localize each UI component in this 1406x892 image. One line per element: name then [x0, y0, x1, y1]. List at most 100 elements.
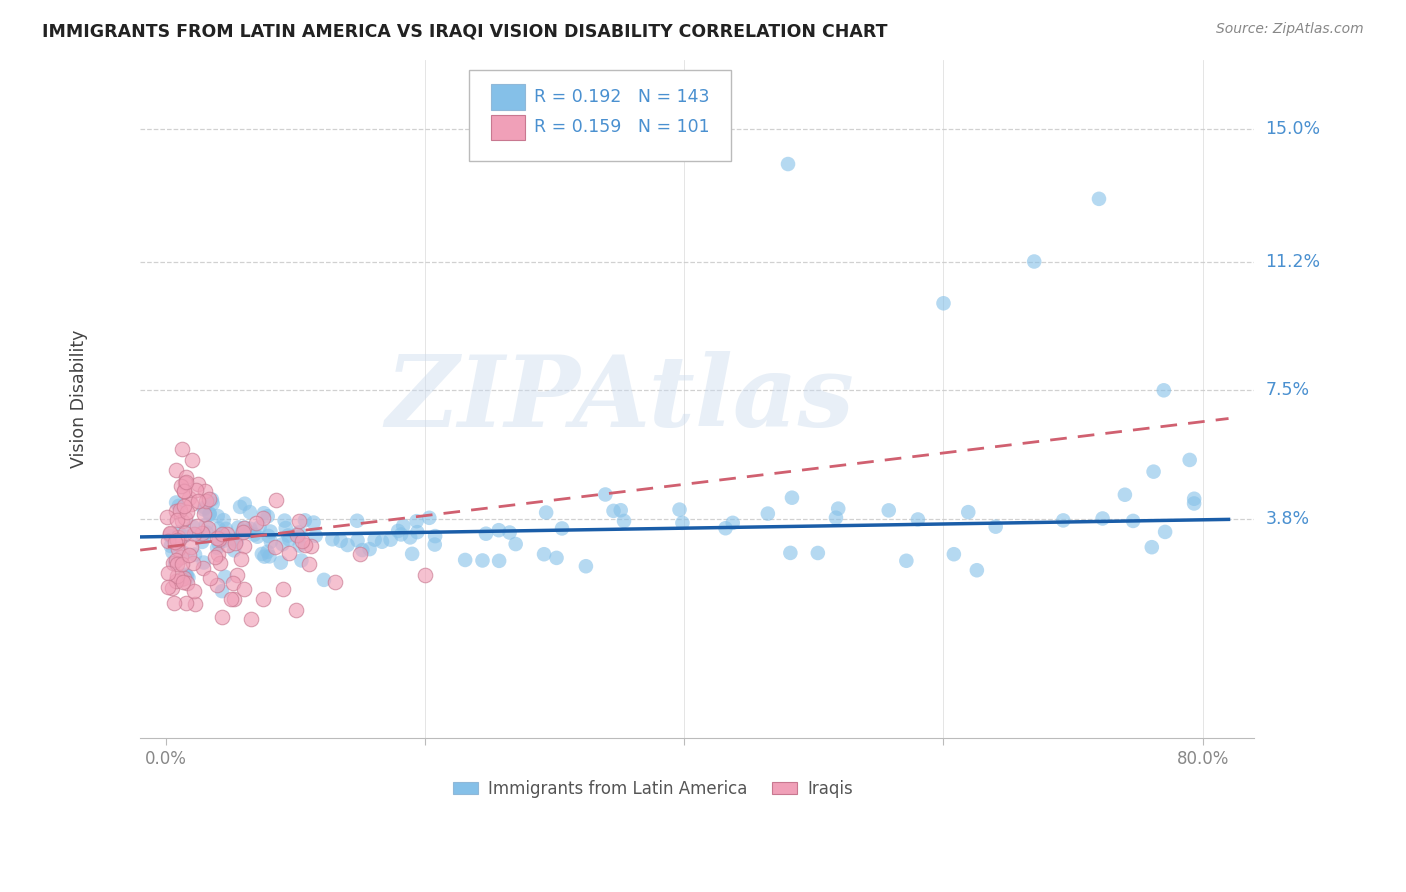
Point [176, 597, 198, 611]
Point [413, 567, 436, 582]
Point [165, 556, 187, 570]
Point [232, 582, 254, 596]
Point [233, 497, 256, 511]
Point [214, 533, 236, 548]
Text: R = 0.159   N = 101: R = 0.159 N = 101 [533, 119, 709, 136]
Point [172, 514, 194, 528]
Point [312, 573, 335, 587]
Point [1052, 513, 1074, 527]
Point [181, 453, 204, 467]
Point [184, 527, 207, 541]
Text: 7.5%: 7.5% [1265, 381, 1310, 400]
Point [245, 516, 267, 530]
Point [222, 543, 245, 558]
Point [159, 526, 181, 541]
Point [166, 533, 188, 547]
Point [174, 567, 197, 582]
Point [165, 552, 187, 566]
Point [827, 501, 849, 516]
Point [194, 517, 217, 532]
Text: Vision Disability: Vision Disability [70, 330, 89, 468]
Point [170, 549, 193, 564]
Point [405, 514, 427, 528]
Point [170, 557, 193, 571]
Point [224, 591, 246, 606]
Point [186, 518, 208, 533]
Legend: Immigrants from Latin America, Iraqis: Immigrants from Latin America, Iraqis [446, 773, 859, 805]
Point [191, 535, 214, 549]
Point [454, 553, 477, 567]
Point [551, 521, 574, 535]
Point [173, 484, 195, 499]
Point [195, 525, 218, 540]
Point [260, 534, 283, 549]
Point [346, 533, 368, 548]
Point [239, 522, 262, 536]
Point [250, 547, 273, 561]
Point [226, 520, 249, 534]
Point [1182, 491, 1205, 506]
Point [177, 571, 200, 585]
Point [156, 534, 179, 549]
Point [1182, 496, 1205, 510]
Point [352, 543, 374, 558]
Point [179, 491, 201, 506]
Point [226, 567, 249, 582]
Point [277, 546, 299, 560]
Point [877, 503, 900, 517]
Point [475, 526, 498, 541]
Point [613, 514, 636, 528]
Point [183, 583, 205, 598]
Point [533, 547, 555, 561]
Point [329, 533, 352, 548]
Text: 3.8%: 3.8% [1265, 510, 1310, 528]
Point [181, 557, 204, 571]
Point [224, 533, 246, 547]
Point [169, 525, 191, 540]
Point [176, 505, 198, 519]
Point [236, 524, 259, 539]
Point [294, 513, 316, 527]
Point [167, 499, 190, 513]
Point [166, 533, 188, 548]
Point [204, 549, 226, 564]
Point [194, 500, 217, 515]
Point [232, 524, 254, 539]
Point [167, 530, 190, 544]
Point [233, 520, 256, 534]
Point [957, 505, 980, 519]
Point [207, 547, 229, 561]
Point [252, 511, 274, 525]
FancyBboxPatch shape [468, 70, 731, 161]
Point [271, 537, 294, 551]
Point [602, 504, 624, 518]
Point [290, 553, 312, 567]
Point [198, 491, 221, 506]
Point [212, 532, 235, 546]
Point [259, 549, 281, 564]
Point [288, 539, 311, 553]
Point [721, 516, 744, 530]
Point [278, 533, 301, 547]
Point [1142, 465, 1164, 479]
Point [256, 509, 278, 524]
Point [253, 549, 276, 564]
Point [205, 531, 228, 545]
Point [299, 539, 322, 553]
Text: 15.0%: 15.0% [1265, 120, 1320, 138]
Point [174, 525, 197, 540]
Point [229, 500, 252, 514]
Point [207, 509, 229, 524]
Point [208, 556, 231, 570]
Point [184, 483, 207, 497]
Point [166, 557, 188, 571]
Point [165, 535, 187, 549]
Point [609, 503, 631, 517]
Point [807, 546, 830, 560]
Point [243, 527, 266, 541]
Point [166, 569, 188, 583]
Text: ZIPAtlas: ZIPAtlas [385, 351, 853, 447]
Point [1122, 514, 1144, 528]
Text: R = 0.192   N = 143: R = 0.192 N = 143 [533, 88, 709, 106]
Point [181, 519, 204, 533]
